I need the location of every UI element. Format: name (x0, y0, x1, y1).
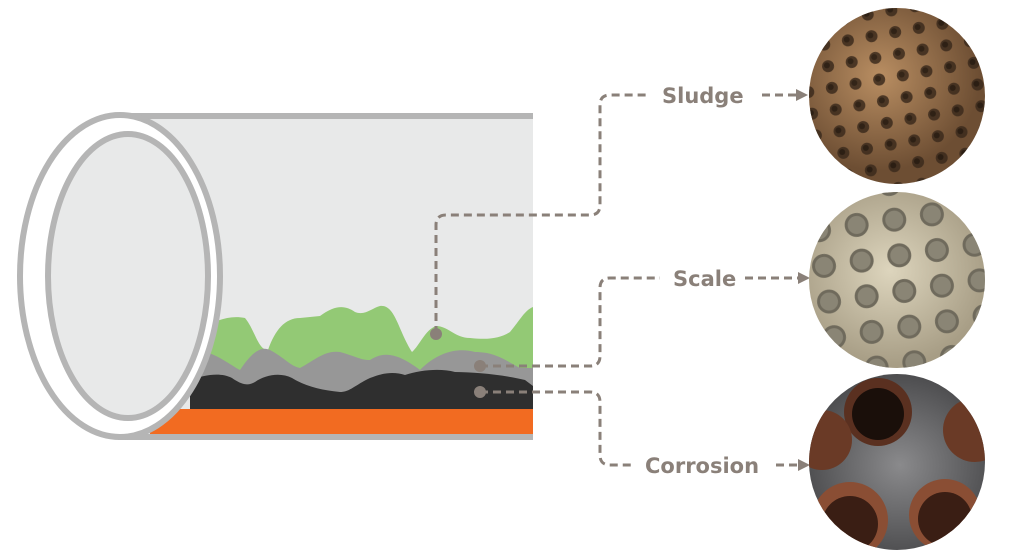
scale-label: Scale (673, 267, 736, 291)
corrosion-connector (474, 386, 810, 471)
corrosion-marker-dot (474, 386, 486, 398)
corrosion-photo (809, 374, 985, 550)
scale-connector (474, 272, 810, 372)
scale-marker-dot (474, 360, 486, 372)
corrosion-label: Corrosion (645, 454, 759, 478)
arrow-right-icon (798, 459, 810, 471)
pipe-metal-layer (150, 409, 533, 434)
pipe-opening (45, 131, 211, 421)
sludge-photo (809, 8, 985, 184)
corrosion-deposit-layer (190, 369, 533, 412)
sludge-marker-dot (430, 328, 442, 340)
arrow-right-icon (796, 89, 808, 101)
scale-photo (809, 192, 985, 368)
sludge-connector (430, 89, 808, 340)
pipe (17, 112, 533, 440)
sludge-label: Sludge (662, 84, 744, 108)
arrow-right-icon (798, 272, 810, 284)
